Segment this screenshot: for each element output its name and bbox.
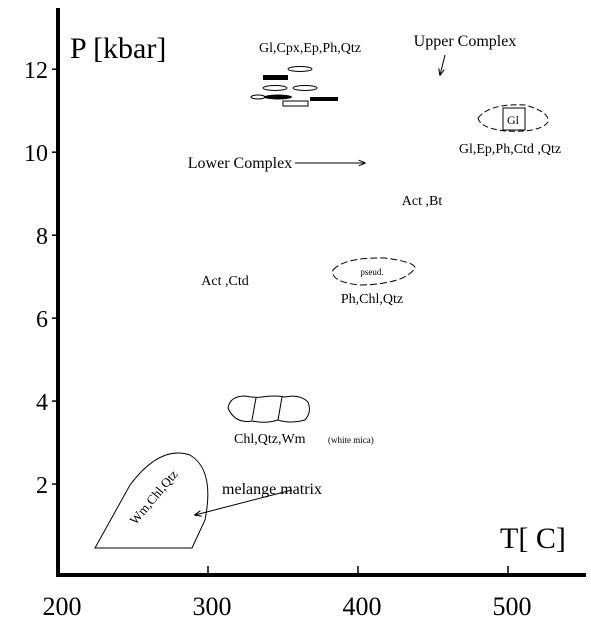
annotation: pseud. bbox=[360, 267, 383, 277]
annotation: Lower Complex bbox=[188, 155, 292, 172]
y-tick-label: 12 bbox=[24, 58, 48, 84]
y-tick-label: 6 bbox=[36, 307, 48, 333]
annotation: Gl,Cpx,Ep,Ph,Qtz bbox=[259, 41, 361, 56]
x-tick-label: 300 bbox=[193, 592, 232, 621]
annotation: (white mica) bbox=[328, 435, 374, 445]
annotation: Gl bbox=[507, 113, 520, 127]
x-tick-label: 400 bbox=[343, 592, 382, 621]
y-axis-label: P [kbar] bbox=[70, 32, 166, 65]
y-tick-label: 4 bbox=[36, 390, 48, 416]
annotation: Upper Complex bbox=[414, 33, 517, 50]
y-tick-label: 8 bbox=[36, 224, 48, 250]
annotation: Wm,Chl,Qtz bbox=[126, 467, 180, 528]
x-axis-label: T[ C] bbox=[500, 522, 566, 555]
annotation: melange matrix bbox=[222, 481, 322, 498]
annotation: Act ,Ctd bbox=[201, 274, 248, 289]
field-shapes bbox=[94, 54, 549, 549]
y-tick-label: 10 bbox=[24, 141, 48, 167]
annotation: Ph,Chl,Qtz bbox=[341, 292, 403, 307]
y-tick-label: 2 bbox=[36, 473, 48, 499]
x-tick-label: 500 bbox=[493, 592, 532, 621]
annotation: Gl,Ep,Ph,Ctd ,Qtz bbox=[459, 142, 561, 157]
annotation: Act ,Bt bbox=[402, 194, 443, 209]
x-tick-label: 200 bbox=[43, 592, 82, 621]
annotation: Chl,Qtz,Wm bbox=[234, 432, 306, 447]
